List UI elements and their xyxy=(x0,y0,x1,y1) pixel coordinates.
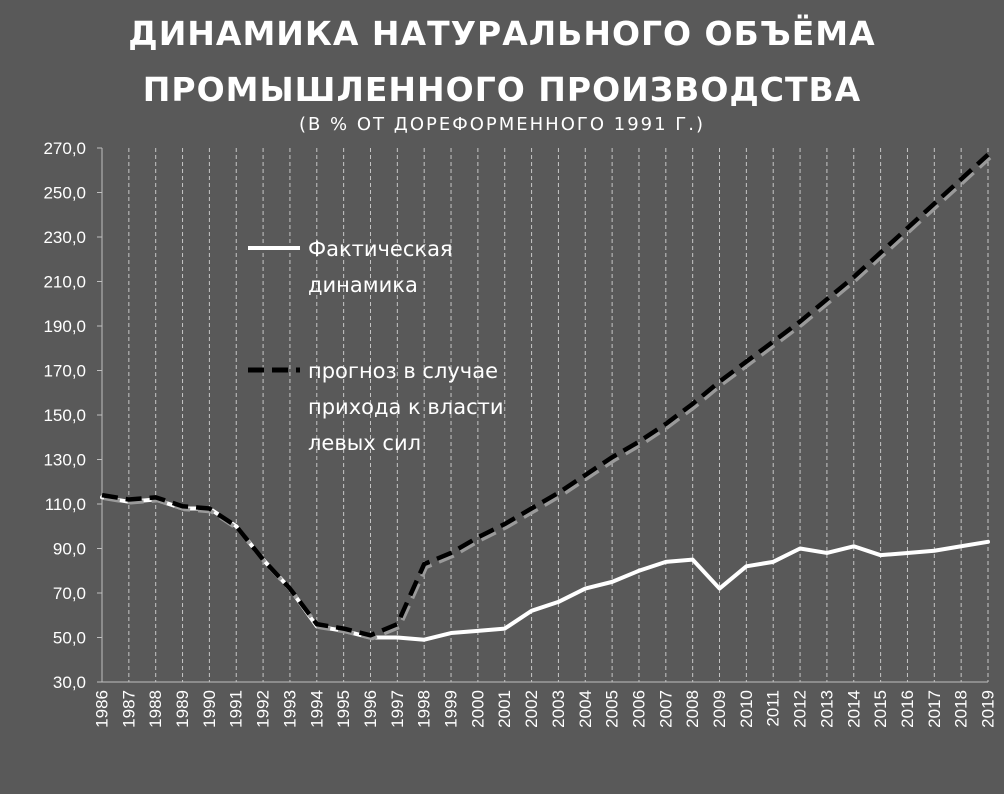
x-tick-label: 2016 xyxy=(898,690,917,728)
x-tick-label: 2000 xyxy=(468,690,487,728)
x-tick-label: 1998 xyxy=(415,690,434,728)
x-tick-label: 2006 xyxy=(629,690,648,728)
x-tick-label: 1993 xyxy=(280,690,299,728)
x-tick-label: 1992 xyxy=(254,690,273,728)
y-tick-label: 150,0 xyxy=(43,406,86,425)
y-tick-label: 90,0 xyxy=(53,540,86,559)
y-tick-label: 130,0 xyxy=(43,451,86,470)
x-tick-label: 2002 xyxy=(522,690,541,728)
y-tick-label: 170,0 xyxy=(43,362,86,381)
x-tick-label: 2011 xyxy=(764,690,783,727)
x-tick-label: 2010 xyxy=(737,690,756,728)
y-tick-label: 50,0 xyxy=(53,629,86,648)
y-tick-label: 190,0 xyxy=(43,317,86,336)
x-tick-label: 1996 xyxy=(361,690,380,728)
x-tick-label: 2015 xyxy=(871,690,890,728)
legend-label-forecast: прогноз в случае xyxy=(308,359,498,383)
chart-title-line-1: ДИНАМИКА НАТУРАЛЬНОГО ОБЪЁМА xyxy=(128,14,876,53)
chart-subtitle: (В % ОТ ДОРЕФОРМЕННОГО 1991 Г.) xyxy=(298,114,706,135)
legend-label-forecast: прихода к власти xyxy=(308,395,504,419)
x-tick-label: 1990 xyxy=(200,690,219,728)
x-tick-label: 1999 xyxy=(442,690,461,728)
x-tick-label: 2017 xyxy=(925,690,944,728)
series-line-actual xyxy=(100,495,990,642)
x-tick-label: 2013 xyxy=(817,690,836,728)
x-tick-label: 1997 xyxy=(388,690,407,728)
y-axis-ticks: 30,0 50,0 70,0 90,0 110,0 130,0 150,0 170,0 190,… xyxy=(43,139,102,692)
y-tick-label: 250,0 xyxy=(43,184,86,203)
x-tick-label: 2008 xyxy=(683,690,702,728)
y-tick-label: 30,0 xyxy=(53,673,86,692)
y-tick-label: 70,0 xyxy=(53,584,86,603)
legend: Фактическая динамика прогноз в случае прихо… xyxy=(248,237,504,455)
series-lines xyxy=(100,153,992,642)
x-tick-label: 1987 xyxy=(119,690,138,728)
x-tick-label: 2003 xyxy=(549,690,568,728)
x-tick-label: 2018 xyxy=(952,690,971,728)
x-tick-label: 2001 xyxy=(495,690,514,728)
axes xyxy=(101,148,988,683)
y-tick-label: 230,0 xyxy=(43,228,86,247)
x-tick-label: 2019 xyxy=(979,690,998,728)
y-tick-label: 210,0 xyxy=(43,273,86,292)
x-tick-label: 1988 xyxy=(146,690,165,728)
x-tick-label: 2005 xyxy=(603,690,622,728)
grid-lines xyxy=(128,148,989,682)
series-line-forecast-shadow xyxy=(103,156,992,641)
x-tick-label: 1994 xyxy=(307,690,326,728)
x-axis-ticks: 1986 1987 1988 1989 1990 1991 1992 1993 1994 1995… xyxy=(93,690,998,728)
legend-label-actual: Фактическая xyxy=(308,237,453,261)
y-tick-label: 110,0 xyxy=(45,495,86,514)
x-tick-label: 2012 xyxy=(791,690,810,728)
x-tick-label: 1989 xyxy=(173,690,192,728)
x-tick-label: 2007 xyxy=(656,690,675,728)
x-tick-label: 2009 xyxy=(710,690,729,728)
chart-title-block: ДИНАМИКА НАТУРАЛЬНОГО ОБЪЁМА ПРОМЫШЛЕННО… xyxy=(0,0,1004,138)
legend-label-actual: динамика xyxy=(308,273,418,297)
x-tick-label: 1986 xyxy=(93,690,112,728)
x-tick-label: 2014 xyxy=(844,690,863,728)
x-tick-label: 1995 xyxy=(334,690,353,728)
legend-label-forecast: левых сил xyxy=(308,431,421,455)
series-line-forecast xyxy=(101,153,990,638)
y-tick-label: 270,0 xyxy=(43,139,86,158)
x-tick-label: 2004 xyxy=(576,690,595,728)
x-tick-label: 1991 xyxy=(227,690,246,728)
chart-title-line-2: ПРОМЫШЛЕННОГО ПРОИЗВОДСТВА xyxy=(142,70,862,109)
